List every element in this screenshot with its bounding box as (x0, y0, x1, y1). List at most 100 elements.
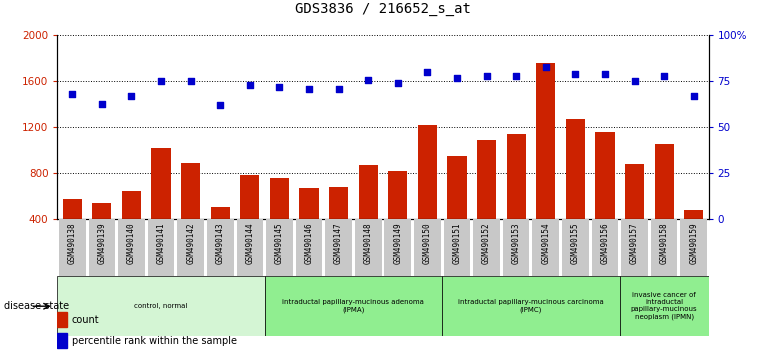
Bar (414, 219, 440, 276)
Text: invasive cancer of
intraductal
papillary-mucinous
neoplasm (IPMN): invasive cancer of intraductal papillary… (631, 292, 698, 320)
Bar (591, 219, 618, 276)
Bar (477, 140, 496, 219)
Bar (358, 165, 378, 219)
Bar (63, 199, 82, 219)
Point (510, 73, 522, 79)
Bar (241, 175, 260, 219)
Text: count: count (72, 315, 100, 325)
Text: GSM490144: GSM490144 (245, 222, 254, 264)
Bar (57, 276, 264, 336)
Bar (266, 219, 293, 276)
Bar (355, 219, 381, 276)
Text: GSM490143: GSM490143 (216, 222, 224, 264)
Bar (237, 219, 264, 276)
Bar (59, 219, 86, 276)
Bar (684, 210, 703, 219)
Text: GSM490152: GSM490152 (482, 222, 491, 264)
Point (658, 73, 670, 79)
Text: GSM490156: GSM490156 (601, 222, 610, 264)
Text: GSM490149: GSM490149 (393, 222, 402, 264)
Point (362, 77, 375, 82)
Bar (118, 219, 145, 276)
Text: GSM490139: GSM490139 (97, 222, 106, 264)
Bar (651, 219, 677, 276)
Bar (211, 207, 230, 219)
Point (421, 69, 434, 75)
Point (244, 82, 256, 88)
Text: GSM490146: GSM490146 (305, 222, 313, 264)
Bar (442, 276, 620, 336)
Point (451, 75, 463, 81)
Point (391, 80, 404, 86)
Bar (417, 125, 437, 219)
Bar (502, 219, 529, 276)
Text: GSM490158: GSM490158 (660, 222, 669, 264)
Point (599, 71, 611, 77)
Point (155, 79, 167, 84)
Text: GSM490155: GSM490155 (571, 222, 580, 264)
Point (569, 71, 581, 77)
Text: intraductal papillary-mucinous adenoma
(IPMA): intraductal papillary-mucinous adenoma (… (283, 299, 424, 313)
Bar (562, 219, 589, 276)
Bar (57, 312, 67, 327)
Bar (270, 178, 289, 219)
Text: GSM490148: GSM490148 (364, 222, 373, 264)
Point (273, 84, 286, 90)
Bar (595, 132, 614, 219)
Bar (444, 219, 470, 276)
Bar (473, 219, 500, 276)
Text: GDS3836 / 216652_s_at: GDS3836 / 216652_s_at (295, 2, 471, 16)
Point (96, 101, 108, 106)
Text: intraductal papillary-mucinous carcinoma
(IPMC): intraductal papillary-mucinous carcinoma… (458, 299, 604, 313)
Text: GSM490147: GSM490147 (334, 222, 343, 264)
Text: GSM490138: GSM490138 (67, 222, 77, 264)
Bar (625, 164, 644, 219)
Bar (620, 276, 709, 336)
Bar (296, 219, 322, 276)
Bar (654, 143, 674, 219)
Text: GSM490142: GSM490142 (186, 222, 195, 264)
Text: percentile rank within the sample: percentile rank within the sample (72, 336, 237, 346)
Bar (207, 219, 234, 276)
Point (688, 93, 700, 99)
Point (332, 86, 345, 92)
Bar (536, 63, 555, 219)
Text: GSM490157: GSM490157 (630, 222, 639, 264)
Text: GSM490154: GSM490154 (542, 222, 550, 264)
Point (628, 79, 640, 84)
Bar (264, 276, 442, 336)
Bar (532, 219, 559, 276)
Bar (388, 171, 408, 219)
Point (214, 103, 227, 108)
Bar (385, 219, 411, 276)
Bar (680, 219, 707, 276)
Text: GSM490153: GSM490153 (512, 222, 521, 264)
Point (480, 73, 493, 79)
Bar (300, 188, 319, 219)
Bar (89, 219, 115, 276)
Bar (122, 191, 141, 219)
Text: GSM490159: GSM490159 (689, 222, 699, 264)
Bar (447, 156, 466, 219)
Bar (92, 203, 112, 219)
Bar (566, 119, 585, 219)
Bar (329, 187, 349, 219)
Point (303, 86, 315, 92)
Point (66, 91, 78, 97)
Bar (181, 163, 200, 219)
Text: GSM490145: GSM490145 (275, 222, 284, 264)
Point (126, 93, 138, 99)
Bar (326, 219, 352, 276)
Bar (152, 148, 171, 219)
Text: GSM490140: GSM490140 (127, 222, 136, 264)
Text: disease state: disease state (4, 301, 69, 311)
Point (185, 79, 197, 84)
Point (540, 64, 552, 69)
Bar (57, 333, 67, 348)
Bar (506, 134, 525, 219)
Text: GSM490151: GSM490151 (453, 222, 461, 264)
Bar (177, 219, 204, 276)
Text: GSM490150: GSM490150 (423, 222, 432, 264)
Text: control, normal: control, normal (134, 303, 188, 309)
Text: GSM490141: GSM490141 (156, 222, 165, 264)
